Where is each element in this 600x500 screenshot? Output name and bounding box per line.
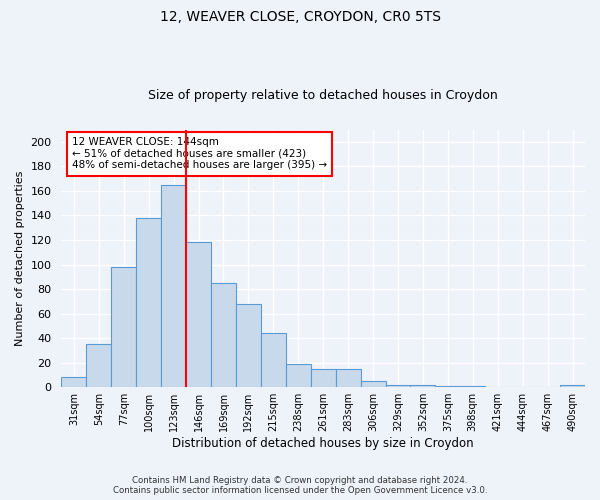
Bar: [211, 283, 236, 387]
Bar: [186, 242, 211, 387]
Bar: [386, 385, 410, 387]
Bar: [361, 381, 386, 387]
Bar: [560, 385, 585, 387]
Bar: [286, 364, 311, 387]
Bar: [335, 369, 361, 387]
X-axis label: Distribution of detached houses by size in Croydon: Distribution of detached houses by size …: [172, 437, 474, 450]
Bar: [261, 333, 286, 387]
Bar: [436, 386, 460, 387]
Title: Size of property relative to detached houses in Croydon: Size of property relative to detached ho…: [148, 89, 498, 102]
Bar: [311, 369, 335, 387]
Bar: [136, 218, 161, 387]
Bar: [86, 344, 111, 387]
Bar: [111, 267, 136, 387]
Bar: [460, 386, 485, 387]
Text: 12 WEAVER CLOSE: 144sqm
← 51% of detached houses are smaller (423)
48% of semi-d: 12 WEAVER CLOSE: 144sqm ← 51% of detache…: [72, 138, 327, 170]
Text: Contains HM Land Registry data © Crown copyright and database right 2024.
Contai: Contains HM Land Registry data © Crown c…: [113, 476, 487, 495]
Bar: [61, 378, 86, 387]
Bar: [236, 304, 261, 387]
Bar: [161, 185, 186, 387]
Y-axis label: Number of detached properties: Number of detached properties: [15, 170, 25, 346]
Text: 12, WEAVER CLOSE, CROYDON, CR0 5TS: 12, WEAVER CLOSE, CROYDON, CR0 5TS: [160, 10, 440, 24]
Bar: [410, 385, 436, 387]
